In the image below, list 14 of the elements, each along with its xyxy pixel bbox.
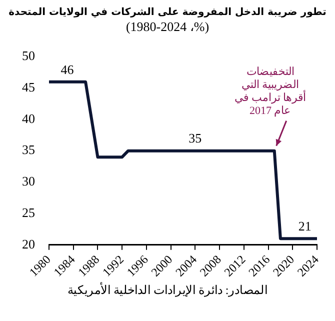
y-tick-label: 25	[22, 204, 35, 220]
y-tick-label: 45	[22, 80, 35, 95]
chart-title: تطور ضريبة الدخل المفروضة على الشركات في الولايات المتحدة	[8, 6, 328, 18]
y-tick-label: 30	[22, 174, 35, 189]
chart-subtitle: (%، 1980-2024)	[124, 19, 210, 35]
y-tick-label: 50	[22, 48, 35, 64]
data-label: 21	[298, 218, 312, 234]
y-tick-label: 40	[22, 110, 35, 126]
y-tick-label: 20	[22, 236, 35, 252]
data-label: 46	[60, 62, 74, 77]
data-label: 35	[188, 130, 202, 146]
text: المصادر: دائرة الإيرادات الداخلية الأمريكية	[66, 283, 269, 298]
y-tick-label: 35	[22, 142, 35, 158]
annotation: التخفيضات الضريبية التي أقرها ترامب في عام 2017	[234, 66, 306, 118]
